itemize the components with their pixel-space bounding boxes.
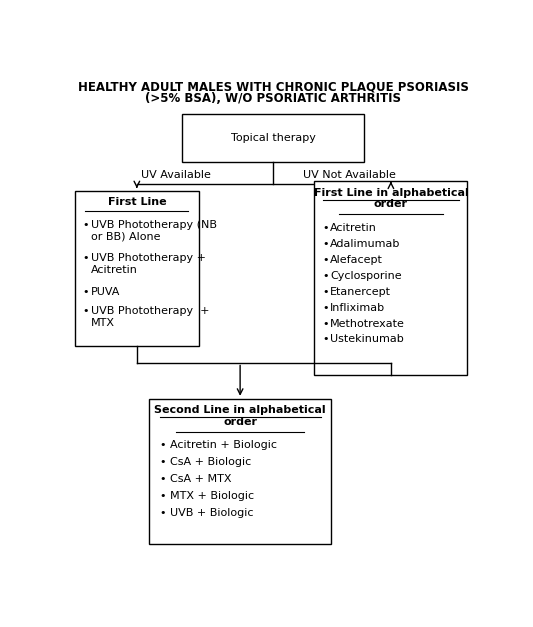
Text: •: • xyxy=(322,319,328,329)
Text: (>5% BSA), W/O PSORIATIC ARTHRITIS: (>5% BSA), W/O PSORIATIC ARTHRITIS xyxy=(145,92,401,105)
Text: •: • xyxy=(159,508,166,518)
Text: •: • xyxy=(82,287,89,297)
Bar xyxy=(182,114,364,162)
Text: UV Not Available: UV Not Available xyxy=(303,170,396,180)
Text: First Line in alphabetical
order: First Line in alphabetical order xyxy=(313,187,469,209)
Text: PUVA: PUVA xyxy=(91,287,120,297)
Text: Topical therapy: Topical therapy xyxy=(231,133,316,143)
Text: MTX + Biologic: MTX + Biologic xyxy=(170,491,254,501)
Bar xyxy=(314,181,467,374)
Text: Acitretin: Acitretin xyxy=(330,223,377,233)
Text: Adalimumab: Adalimumab xyxy=(330,239,400,249)
Text: CsA + Biologic: CsA + Biologic xyxy=(170,457,251,467)
Text: Alefacept: Alefacept xyxy=(330,255,383,265)
Bar xyxy=(149,399,331,544)
Text: •: • xyxy=(159,440,166,450)
Text: UVB Phototherapy (NB
or BB) Alone: UVB Phototherapy (NB or BB) Alone xyxy=(91,219,216,241)
Text: Cyclosporine: Cyclosporine xyxy=(330,271,402,281)
Text: CsA + MTX: CsA + MTX xyxy=(170,474,231,484)
Text: Acitretin + Biologic: Acitretin + Biologic xyxy=(170,440,277,450)
Text: UVB + Biologic: UVB + Biologic xyxy=(170,508,253,518)
Text: •: • xyxy=(322,271,328,281)
Text: •: • xyxy=(82,307,89,317)
Text: Ustekinumab: Ustekinumab xyxy=(330,334,404,344)
Text: UVB Phototherapy  +
MTX: UVB Phototherapy + MTX xyxy=(91,307,209,328)
Text: First Line: First Line xyxy=(108,198,166,208)
Text: •: • xyxy=(82,219,89,229)
Text: UVB Phototherapy +
Acitretin: UVB Phototherapy + Acitretin xyxy=(91,253,206,275)
Text: Infliximab: Infliximab xyxy=(330,303,385,313)
Text: •: • xyxy=(159,491,166,501)
Text: •: • xyxy=(322,239,328,249)
Text: Second Line in alphabetical
order: Second Line in alphabetical order xyxy=(155,405,326,426)
Text: •: • xyxy=(322,303,328,313)
Text: Etanercept: Etanercept xyxy=(330,287,391,297)
Text: Methotrexate: Methotrexate xyxy=(330,319,405,329)
Text: UV Available: UV Available xyxy=(141,170,211,180)
Text: •: • xyxy=(82,253,89,263)
Text: •: • xyxy=(322,255,328,265)
Bar xyxy=(75,191,199,345)
Text: HEALTHY ADULT MALES WITH CHRONIC PLAQUE PSORIASIS: HEALTHY ADULT MALES WITH CHRONIC PLAQUE … xyxy=(78,80,469,93)
Text: •: • xyxy=(322,287,328,297)
Text: •: • xyxy=(159,457,166,467)
Text: •: • xyxy=(159,474,166,484)
Text: •: • xyxy=(322,334,328,344)
Text: •: • xyxy=(322,223,328,233)
